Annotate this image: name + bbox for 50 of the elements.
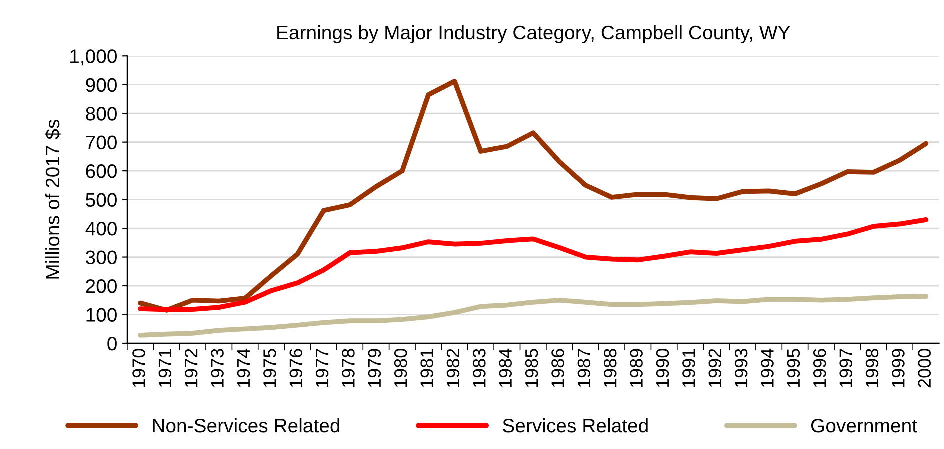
x-tick-label: 1993 bbox=[734, 349, 748, 388]
x-tick-label: 1989 bbox=[630, 349, 643, 388]
legend-label: Non-Services Related bbox=[153, 418, 340, 433]
x-tick-label: 1997 bbox=[840, 349, 852, 388]
x-tick-label: 1998 bbox=[866, 349, 879, 388]
y-tick-label: 700 bbox=[86, 136, 117, 150]
x-tick-label: 1971 bbox=[158, 349, 172, 388]
x-tick-label: 1977 bbox=[316, 349, 329, 388]
legend-label: Services Related bbox=[503, 418, 648, 433]
line-series bbox=[138, 78, 929, 313]
x-tick-label: 1990 bbox=[656, 349, 670, 388]
x-tick-label: 1981 bbox=[420, 349, 434, 388]
x-tick-label: 1991 bbox=[682, 349, 696, 388]
line-series bbox=[138, 217, 929, 312]
x-tick-label: 1976 bbox=[290, 349, 303, 388]
x-tick-label: 1986 bbox=[552, 349, 564, 388]
x-tick-label: 1995 bbox=[787, 349, 800, 388]
x-tick-label: 1983 bbox=[473, 349, 486, 388]
x-tick-label: 1972 bbox=[184, 349, 198, 388]
y-tick-label: 900 bbox=[86, 78, 117, 92]
y-tick-label: 200 bbox=[86, 279, 117, 294]
x-tick-label: 1980 bbox=[394, 349, 408, 388]
y-tick-label: 1,000 bbox=[70, 50, 117, 66]
line-series bbox=[138, 294, 929, 338]
x-tick-label: 1979 bbox=[368, 349, 382, 388]
y-tick-label: 300 bbox=[86, 250, 117, 265]
x-tick-label: 1985 bbox=[525, 349, 538, 388]
y-tick-label: 400 bbox=[86, 222, 117, 236]
y-tick-label: 500 bbox=[86, 193, 117, 208]
x-tick-label: 1973 bbox=[211, 349, 224, 388]
y-axis-title: Millions of 2017 $s bbox=[45, 120, 61, 279]
x-tick-label: 2000 bbox=[918, 349, 932, 388]
chart-title: Earnings by Major Industry Category, Campbell County, WY bbox=[278, 25, 790, 44]
x-tick-label: 1999 bbox=[892, 349, 905, 388]
legend-label: Government bbox=[811, 418, 918, 433]
x-tick-label: 1987 bbox=[578, 349, 591, 388]
x-tick-label: 1996 bbox=[813, 349, 826, 388]
y-tick-label: 100 bbox=[86, 308, 117, 322]
y-tick-label: 800 bbox=[86, 107, 117, 121]
x-tick-label: 1975 bbox=[264, 349, 276, 388]
x-tick-label: 1994 bbox=[761, 348, 774, 388]
y-tick-label: 600 bbox=[86, 164, 117, 178]
x-tick-label: 1982 bbox=[446, 349, 460, 388]
x-tick-label: 1992 bbox=[708, 349, 722, 388]
x-tick-label: 1974 bbox=[237, 348, 250, 388]
y-tick-label: 0 bbox=[108, 336, 117, 351]
x-tick-label: 1970 bbox=[132, 349, 146, 388]
x-tick-label: 1988 bbox=[604, 349, 617, 388]
x-tick-label: 1978 bbox=[342, 349, 355, 388]
x-tick-label: 1984 bbox=[499, 348, 512, 388]
